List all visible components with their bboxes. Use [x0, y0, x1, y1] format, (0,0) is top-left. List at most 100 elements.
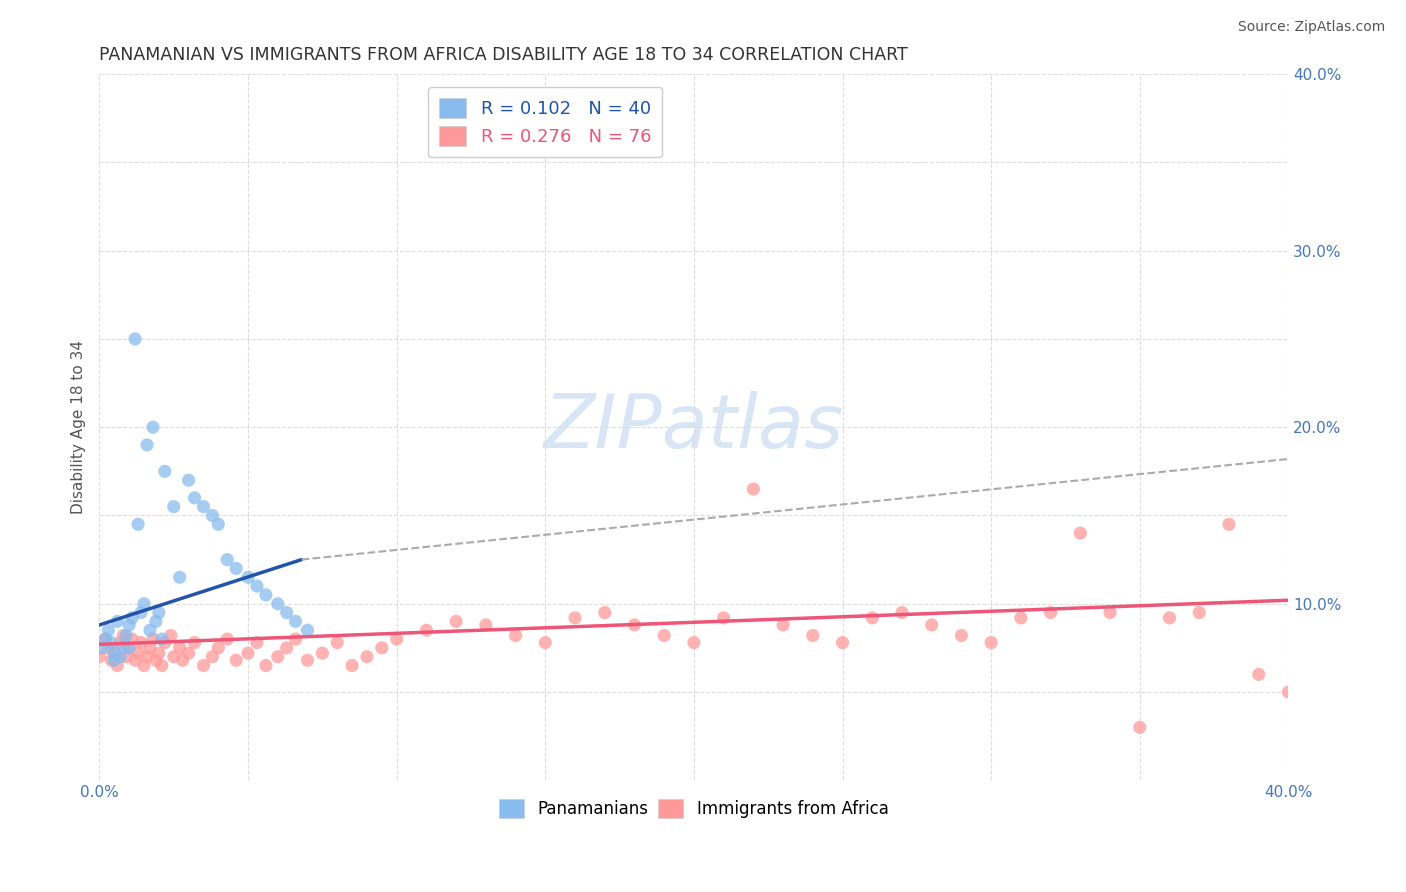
Point: [1069, 526, 1091, 541]
Point: [236, 570, 259, 584]
Point: [284, 632, 307, 646]
Point: [1159, 611, 1181, 625]
Point: [276, 606, 298, 620]
Point: [97, 624, 120, 638]
Point: [1129, 720, 1152, 734]
Point: [94, 632, 117, 646]
Point: [1218, 517, 1240, 532]
Point: [139, 640, 162, 655]
Point: [297, 653, 319, 667]
Point: [475, 618, 498, 632]
Point: [891, 606, 914, 620]
Point: [1188, 606, 1211, 620]
Point: [139, 624, 162, 638]
Point: [94, 632, 117, 646]
Text: PANAMANIAN VS IMMIGRANTS FROM AFRICA DISABILITY AGE 18 TO 34 CORRELATION CHART: PANAMANIAN VS IMMIGRANTS FROM AFRICA DIS…: [100, 46, 908, 64]
Point: [236, 646, 259, 660]
Point: [159, 628, 181, 642]
Text: Source: ZipAtlas.com: Source: ZipAtlas.com: [1237, 20, 1385, 34]
Point: [801, 628, 824, 642]
Point: [267, 649, 290, 664]
Point: [105, 658, 128, 673]
Point: [129, 635, 152, 649]
Point: [276, 640, 298, 655]
Point: [110, 649, 132, 664]
Point: [254, 588, 277, 602]
Point: [103, 646, 125, 660]
Point: [297, 624, 319, 638]
Point: [100, 635, 122, 649]
Point: [127, 646, 149, 660]
Point: [371, 640, 394, 655]
Point: [267, 597, 290, 611]
Point: [534, 635, 557, 649]
Point: [217, 632, 239, 646]
Point: [132, 597, 155, 611]
Point: [860, 611, 883, 625]
Point: [124, 653, 146, 667]
Point: [110, 635, 132, 649]
Point: [201, 649, 224, 664]
Point: [1247, 667, 1270, 681]
Point: [150, 658, 173, 673]
Point: [145, 615, 167, 629]
Point: [183, 635, 205, 649]
Point: [326, 635, 349, 649]
Point: [103, 653, 125, 667]
Point: [118, 640, 141, 655]
Point: [136, 649, 159, 664]
Point: [593, 606, 616, 620]
Point: [103, 646, 125, 660]
Point: [246, 635, 269, 649]
Text: ZIPatlas: ZIPatlas: [544, 392, 844, 463]
Point: [207, 517, 229, 532]
Point: [385, 632, 408, 646]
Point: [121, 632, 143, 646]
Point: [142, 632, 165, 646]
Point: [183, 491, 205, 505]
Point: [1099, 606, 1122, 620]
Point: [153, 464, 176, 478]
Point: [150, 632, 173, 646]
Point: [415, 624, 437, 638]
Point: [100, 653, 122, 667]
Point: [311, 646, 333, 660]
Point: [145, 653, 167, 667]
Point: [207, 640, 229, 655]
Point: [169, 640, 191, 655]
Point: [105, 615, 128, 629]
Point: [153, 635, 176, 649]
Point: [713, 611, 735, 625]
Point: [980, 635, 1002, 649]
Point: [112, 639, 135, 653]
Point: [201, 508, 224, 523]
Point: [129, 606, 152, 620]
Y-axis label: Disability Age 18 to 34: Disability Age 18 to 34: [72, 340, 86, 514]
Point: [115, 628, 138, 642]
Point: [1039, 606, 1062, 620]
Point: [193, 658, 215, 673]
Point: [112, 628, 135, 642]
Point: [254, 658, 277, 673]
Point: [193, 500, 215, 514]
Point: [444, 615, 467, 629]
Point: [142, 420, 165, 434]
Point: [124, 332, 146, 346]
Point: [742, 482, 765, 496]
Point: [772, 618, 794, 632]
Point: [163, 500, 186, 514]
Point: [172, 653, 194, 667]
Point: [225, 653, 247, 667]
Point: [246, 579, 269, 593]
Point: [340, 658, 363, 673]
Point: [177, 473, 200, 487]
Point: [115, 649, 138, 664]
Point: [121, 611, 143, 625]
Point: [118, 640, 141, 655]
Point: [97, 640, 120, 655]
Legend: Panamanians, Immigrants from Africa: Panamanians, Immigrants from Africa: [492, 792, 896, 825]
Point: [683, 635, 706, 649]
Point: [91, 640, 114, 655]
Point: [564, 611, 586, 625]
Point: [132, 658, 155, 673]
